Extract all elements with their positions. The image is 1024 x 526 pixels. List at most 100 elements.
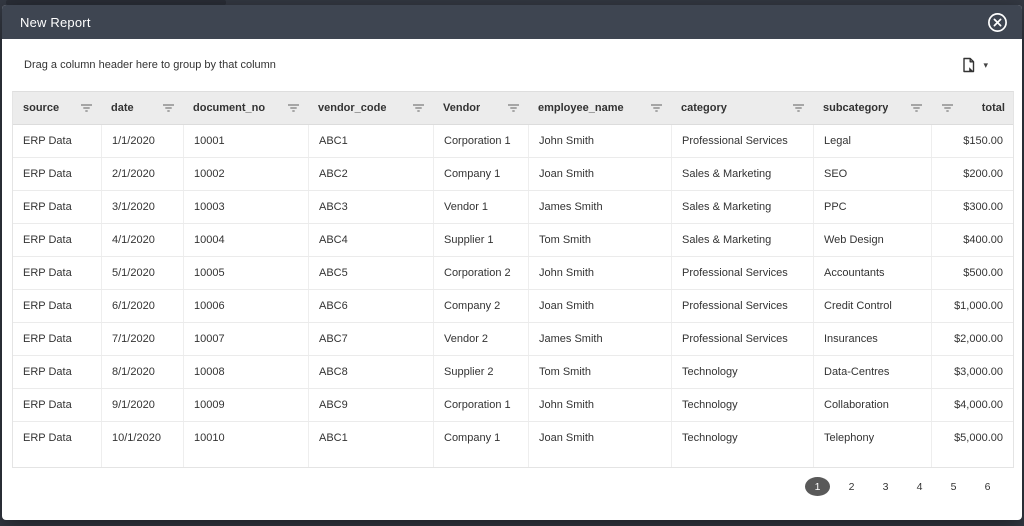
table-row[interactable]: ERP Data 9/1/2020 10009 ABC9 Corporation 1 Jo… bbox=[13, 389, 1013, 422]
cell-document_no: 10001 bbox=[183, 125, 308, 157]
cell-document_no: 10004 bbox=[183, 224, 308, 256]
column-header-label: employee_name bbox=[538, 102, 624, 114]
cell-vendor_code: ABC4 bbox=[308, 224, 433, 256]
cell-vendor: Vendor 2 bbox=[433, 323, 528, 355]
cell-vendor: Corporation 2 bbox=[433, 257, 528, 289]
column-header-total[interactable]: total bbox=[931, 92, 1013, 124]
header-filter-icon[interactable] bbox=[162, 103, 175, 113]
export-caret-icon: ▾ bbox=[983, 59, 988, 70]
header-filter-icon[interactable] bbox=[80, 103, 93, 113]
cell-date: 8/1/2020 bbox=[101, 356, 183, 388]
table-row[interactable]: ERP Data 5/1/2020 10005 ABC5 Corporation 2 Jo… bbox=[13, 257, 1013, 290]
cell-date: 1/1/2020 bbox=[101, 125, 183, 157]
cell-subcategory: PPC bbox=[813, 191, 931, 223]
header-filter-icon[interactable] bbox=[792, 103, 805, 113]
header-filter-icon[interactable] bbox=[941, 103, 954, 113]
column-header-label: vendor_code bbox=[318, 102, 387, 114]
cell-total: $150.00 bbox=[931, 125, 1013, 157]
column-header-label: date bbox=[111, 102, 134, 114]
cell-date: 4/1/2020 bbox=[101, 224, 183, 256]
cell-category: Technology bbox=[671, 389, 813, 421]
cell-date: 3/1/2020 bbox=[101, 191, 183, 223]
column-header-label: document_no bbox=[193, 102, 266, 114]
cell-total: $2,000.00 bbox=[931, 323, 1013, 355]
cell-vendor_code: ABC8 bbox=[308, 356, 433, 388]
cell-category: Sales & Marketing bbox=[671, 224, 813, 256]
table-row[interactable]: ERP Data 6/1/2020 10006 ABC6 Company 2 Joan S… bbox=[13, 290, 1013, 323]
cell-source: ERP Data bbox=[23, 366, 72, 378]
cell-employee_name: Joan Smith bbox=[528, 422, 671, 454]
cell-vendor: Company 2 bbox=[433, 290, 528, 322]
grid-body: ERP Data 1/1/2020 10001 ABC1 Corporation 1 Jo… bbox=[13, 125, 1013, 454]
cell-employee_name: John Smith bbox=[528, 389, 671, 421]
cell-total: $3,000.00 bbox=[931, 356, 1013, 388]
header-filter-icon[interactable] bbox=[412, 103, 425, 113]
export-file-icon bbox=[961, 57, 976, 73]
column-header-label: Vendor bbox=[443, 102, 481, 114]
table-row[interactable]: ERP Data 7/1/2020 10007 ABC7 Vendor 2 James S… bbox=[13, 323, 1013, 356]
column-header-vendor[interactable]: Vendor bbox=[433, 92, 528, 124]
group-panel-hint[interactable]: Drag a column header here to group by th… bbox=[24, 59, 276, 71]
background-page-fragment bbox=[6, 0, 226, 5]
cell-date: 2/1/2020 bbox=[101, 158, 183, 190]
cell-source: ERP Data bbox=[23, 234, 72, 246]
page-button-6[interactable]: 6 bbox=[984, 480, 991, 493]
table-row[interactable]: ERP Data 10/1/2020 10010 ABC1 Company 1 Joan … bbox=[13, 422, 1013, 454]
column-header-date[interactable]: date bbox=[101, 92, 183, 124]
header-filter-icon[interactable] bbox=[650, 103, 663, 113]
cell-total: $200.00 bbox=[931, 158, 1013, 190]
table-row[interactable]: ERP Data 1/1/2020 10001 ABC1 Corporation 1 Jo… bbox=[13, 125, 1013, 158]
table-row[interactable]: ERP Data 4/1/2020 10004 ABC4 Supplier 1 Tom S… bbox=[13, 224, 1013, 257]
column-header-label: subcategory bbox=[823, 102, 889, 114]
modal-title: New Report bbox=[20, 14, 91, 30]
cell-category: Professional Services bbox=[671, 257, 813, 289]
grid-toolbar: Drag a column header here to group by th… bbox=[2, 39, 1022, 91]
cell-subcategory: Insurances bbox=[813, 323, 931, 355]
page-button-4[interactable]: 4 bbox=[916, 480, 923, 493]
column-header-employee_name[interactable]: employee_name bbox=[528, 92, 671, 124]
empty-cell bbox=[931, 454, 1013, 467]
table-row[interactable]: ERP Data 8/1/2020 10008 ABC8 Supplier 2 Tom S… bbox=[13, 356, 1013, 389]
grid-header-row: source date document_no vendor_code Vendor em… bbox=[13, 92, 1013, 125]
column-header-vendor_code[interactable]: vendor_code bbox=[308, 92, 433, 124]
cell-document_no: 10003 bbox=[183, 191, 308, 223]
table-row[interactable]: ERP Data 2/1/2020 10002 ABC2 Company 1 Joan S… bbox=[13, 158, 1013, 191]
column-header-subcategory[interactable]: subcategory bbox=[813, 92, 931, 124]
cell-document_no: 10005 bbox=[183, 257, 308, 289]
page-button-5[interactable]: 5 bbox=[950, 480, 957, 493]
column-header-category[interactable]: category bbox=[671, 92, 813, 124]
page-button-3[interactable]: 3 bbox=[882, 480, 889, 493]
header-filter-icon[interactable] bbox=[287, 103, 300, 113]
empty-cell bbox=[528, 454, 671, 467]
cell-source: ERP Data bbox=[23, 201, 72, 213]
cell-category: Sales & Marketing bbox=[671, 158, 813, 190]
header-filter-icon[interactable] bbox=[507, 103, 520, 113]
cell-total: $500.00 bbox=[931, 257, 1013, 289]
cell-vendor: Corporation 1 bbox=[433, 125, 528, 157]
cell-date: 10/1/2020 bbox=[101, 422, 183, 454]
close-button[interactable] bbox=[986, 11, 1008, 33]
cell-vendor_code: ABC1 bbox=[308, 422, 433, 454]
column-header-document_no[interactable]: document_no bbox=[183, 92, 308, 124]
cell-source: ERP Data bbox=[23, 135, 72, 147]
cell-subcategory: Telephony bbox=[813, 422, 931, 454]
header-filter-icon[interactable] bbox=[910, 103, 923, 113]
cell-employee_name: John Smith bbox=[528, 257, 671, 289]
circled-x-close-icon bbox=[987, 12, 1008, 33]
page-button-1[interactable]: 1 bbox=[805, 477, 830, 496]
cell-subcategory: Web Design bbox=[813, 224, 931, 256]
cell-vendor_code: ABC2 bbox=[308, 158, 433, 190]
cell-employee_name: John Smith bbox=[528, 125, 671, 157]
page-button-2[interactable]: 2 bbox=[848, 480, 855, 493]
table-row[interactable]: ERP Data 3/1/2020 10003 ABC3 Vendor 1 James S… bbox=[13, 191, 1013, 224]
cell-source: ERP Data bbox=[23, 267, 72, 279]
cell-category: Technology bbox=[671, 356, 813, 388]
cell-document_no: 10007 bbox=[183, 323, 308, 355]
column-header-source[interactable]: source bbox=[13, 92, 101, 124]
export-button[interactable]: ▾ bbox=[957, 53, 992, 77]
cell-subcategory: Data-Centres bbox=[813, 356, 931, 388]
cell-vendor: Corporation 1 bbox=[433, 389, 528, 421]
cell-vendor: Company 1 bbox=[433, 422, 528, 454]
cell-category: Professional Services bbox=[671, 323, 813, 355]
cell-vendor: Vendor 1 bbox=[433, 191, 528, 223]
